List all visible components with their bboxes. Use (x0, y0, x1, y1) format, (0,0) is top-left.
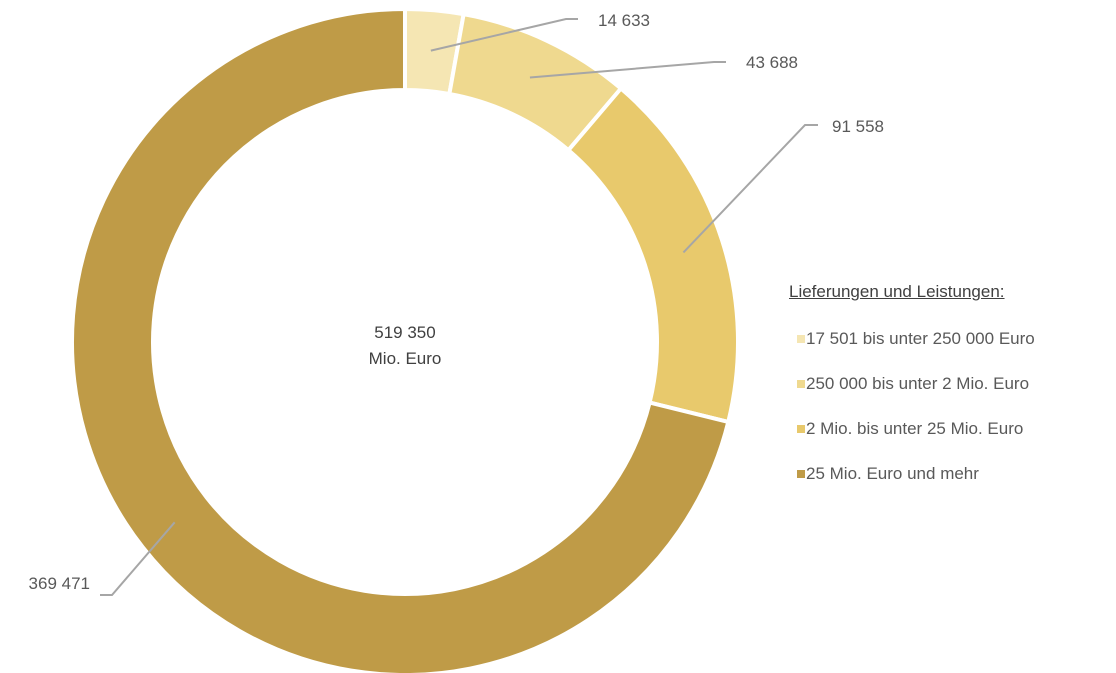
legend-item-2: 250 000 bis unter 2 Mio. Euro (797, 374, 1035, 394)
legend-label-1: 17 501 bis unter 250 000 Euro (806, 329, 1035, 348)
data-labels: 14 633 43 688 91 558 369 471 (29, 11, 884, 593)
leader-lines (100, 18, 818, 596)
legend-label-2: 250 000 bis unter 2 Mio. Euro (806, 374, 1030, 393)
data-label-3: 91 558 (832, 117, 884, 136)
data-label-4: 369 471 (29, 574, 90, 593)
donut-slice-4 (70, 6, 731, 673)
leader-line-3 (682, 124, 818, 254)
legend-item-1: 17 501 bis unter 250 000 Euro (797, 329, 1035, 349)
leader-line-2 (529, 61, 726, 79)
legend-item-4: 25 Mio. Euro und mehr (797, 464, 1035, 484)
data-label-2: 43 688 (746, 53, 798, 72)
legend-swatch-2 (797, 380, 805, 388)
center-total-value: 519 350 (374, 323, 435, 342)
legend-swatch-4 (797, 470, 805, 478)
center-total-unit: Mio. Euro (369, 349, 442, 368)
legend-swatch-1 (797, 335, 805, 343)
legend-title: Lieferungen und Leistungen: (789, 282, 1005, 301)
legend-label-3: 2 Mio. bis unter 25 Mio. Euro (806, 419, 1024, 438)
legend-label-4: 25 Mio. Euro und mehr (806, 464, 979, 483)
donut-slices (70, 6, 740, 673)
donut-slice-3 (565, 85, 740, 425)
leader-line-4 (100, 521, 176, 596)
data-label-1: 14 633 (598, 11, 650, 30)
legend-item-3: 2 Mio. bis unter 25 Mio. Euro (797, 419, 1035, 439)
legend: Lieferungen und Leistungen: 17 501 bis u… (789, 282, 1035, 509)
legend-swatch-3 (797, 425, 805, 433)
leader-line-1 (430, 18, 578, 52)
